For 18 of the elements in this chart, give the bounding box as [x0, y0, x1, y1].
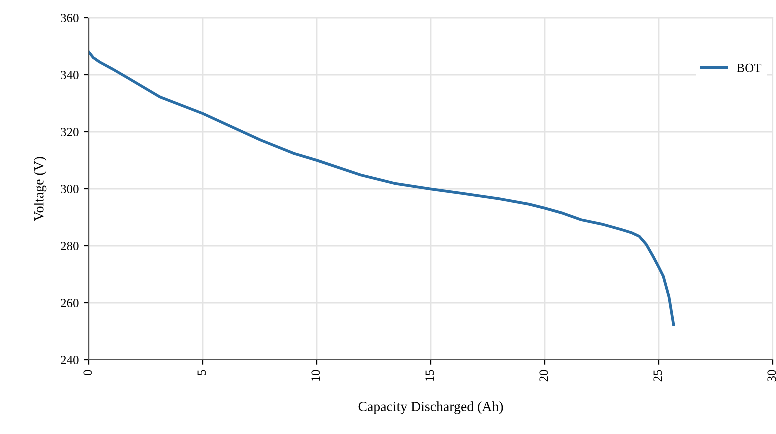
x-tick-label: 15 — [426, 370, 434, 382]
x-tick-label: 0 — [84, 370, 92, 376]
line-series — [89, 50, 676, 326]
x-tick-label: 20 — [540, 370, 548, 382]
y-tick-label: 280 — [61, 242, 79, 250]
x-tick-label: 25 — [654, 370, 662, 382]
y-tick-label: 300 — [61, 185, 79, 194]
legend-label: BOT — [737, 64, 762, 72]
y-axis-title: Voltage (V) — [34, 157, 47, 222]
y-tick-label: 320 — [61, 128, 79, 136]
y-tick-label: 240 — [61, 356, 79, 364]
x-tick-label: 10 — [312, 370, 320, 382]
x-tick-label: 5 — [198, 370, 206, 376]
y-tick-label: 360 — [61, 14, 79, 22]
x-axis-title: Capacity Discharged (Ah) — [358, 402, 504, 414]
y-tick-label: 340 — [61, 71, 79, 80]
x-tick-label: 30 — [768, 370, 776, 382]
y-tick-label: 260 — [61, 299, 79, 308]
